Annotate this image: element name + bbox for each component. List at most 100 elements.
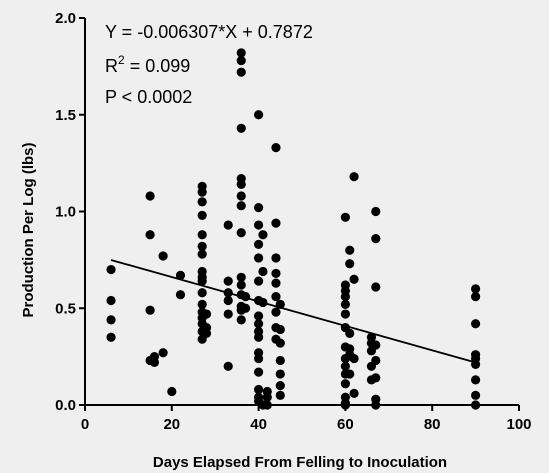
y-tick-label: 2.0	[55, 10, 76, 27]
data-point	[197, 197, 207, 207]
data-point	[271, 268, 281, 279]
data-point	[371, 340, 381, 350]
r-squared-prefix: R	[105, 56, 118, 76]
x-axis-title: Days Elapsed From Felling to Inoculation	[153, 454, 447, 471]
y-axis-title: Production Per Log (lbs)	[20, 142, 37, 317]
data-point	[201, 309, 212, 319]
data-point	[258, 266, 268, 277]
data-point	[197, 299, 207, 309]
data-point	[145, 191, 155, 201]
data-point	[271, 278, 281, 288]
data-point	[340, 292, 350, 302]
data-point	[471, 390, 481, 400]
data-point	[471, 284, 481, 294]
data-point	[201, 328, 212, 339]
data-point	[254, 110, 264, 120]
data-point	[345, 328, 355, 339]
data-point	[236, 280, 246, 290]
data-point	[340, 212, 350, 222]
data-point	[236, 228, 246, 238]
data-point	[197, 249, 207, 259]
data-point	[371, 206, 381, 217]
data-point	[223, 220, 233, 230]
r-squared-superscript: 2	[118, 53, 125, 67]
data-point	[258, 230, 268, 240]
data-point	[271, 292, 281, 302]
data-point	[197, 276, 207, 286]
data-point	[340, 299, 350, 309]
data-point	[254, 239, 264, 249]
data-point	[197, 187, 207, 197]
data-point	[175, 270, 186, 280]
data-point	[254, 203, 264, 213]
data-point	[236, 272, 246, 282]
y-tick-label: 1.5	[55, 107, 76, 124]
data-point	[167, 386, 177, 397]
data-point	[371, 400, 381, 410]
data-point	[471, 400, 481, 410]
data-point	[197, 230, 207, 240]
data-point	[106, 264, 116, 275]
data-point	[236, 315, 246, 325]
data-point	[349, 353, 359, 364]
data-point	[262, 400, 272, 410]
data-point	[275, 390, 285, 400]
y-tick-label: 1.0	[55, 204, 76, 221]
data-point	[106, 295, 116, 306]
data-point	[371, 282, 381, 292]
data-point	[262, 392, 272, 402]
x-ticks: 0 20 40 60 80 100	[81, 405, 532, 433]
r-squared-value: = 0.099	[125, 56, 191, 76]
data-point	[271, 307, 281, 317]
data-point	[275, 324, 285, 335]
data-point	[345, 369, 355, 379]
data-point	[275, 338, 285, 348]
data-point	[254, 311, 264, 321]
x-tick-label: 20	[163, 416, 180, 433]
y-ticks: 0.0 0.5 1.0 1.5 2.0	[55, 10, 85, 414]
data-point	[240, 303, 251, 313]
data-point	[106, 315, 116, 325]
data-point	[471, 375, 481, 385]
data-point	[236, 123, 246, 133]
data-point	[223, 361, 233, 371]
regression-line	[110, 259, 476, 364]
x-tick-label: 40	[250, 416, 267, 433]
data-point	[236, 201, 246, 211]
data-point	[340, 400, 350, 410]
data-point	[254, 353, 264, 364]
data-point	[271, 253, 281, 263]
data-point	[197, 210, 207, 220]
data-points	[106, 48, 481, 410]
data-point	[349, 388, 359, 398]
data-point	[197, 288, 207, 298]
data-point	[271, 218, 281, 228]
x-tick-label: 80	[424, 416, 441, 433]
data-point	[254, 276, 264, 286]
p-value-annotation: P < 0.0002	[105, 87, 192, 107]
data-point	[471, 319, 481, 329]
data-point	[349, 172, 359, 182]
r-squared-annotation: R2 = 0.099	[105, 53, 190, 76]
data-point	[158, 348, 168, 358]
data-point	[236, 55, 246, 66]
data-point	[236, 179, 246, 190]
data-point	[145, 230, 155, 240]
data-point	[175, 290, 186, 300]
data-point	[340, 361, 350, 371]
x-tick-label: 100	[506, 416, 531, 433]
data-point	[254, 319, 264, 329]
data-point	[275, 355, 285, 366]
x-tick-label: 0	[81, 416, 89, 433]
data-point	[236, 48, 246, 58]
data-point	[254, 220, 264, 230]
axes	[84, 18, 519, 406]
data-point	[275, 369, 285, 379]
y-tick-label: 0.0	[55, 397, 76, 414]
data-point	[340, 379, 350, 389]
data-point	[371, 355, 381, 366]
data-point	[236, 191, 246, 201]
data-point	[371, 233, 381, 244]
data-point	[275, 381, 285, 391]
